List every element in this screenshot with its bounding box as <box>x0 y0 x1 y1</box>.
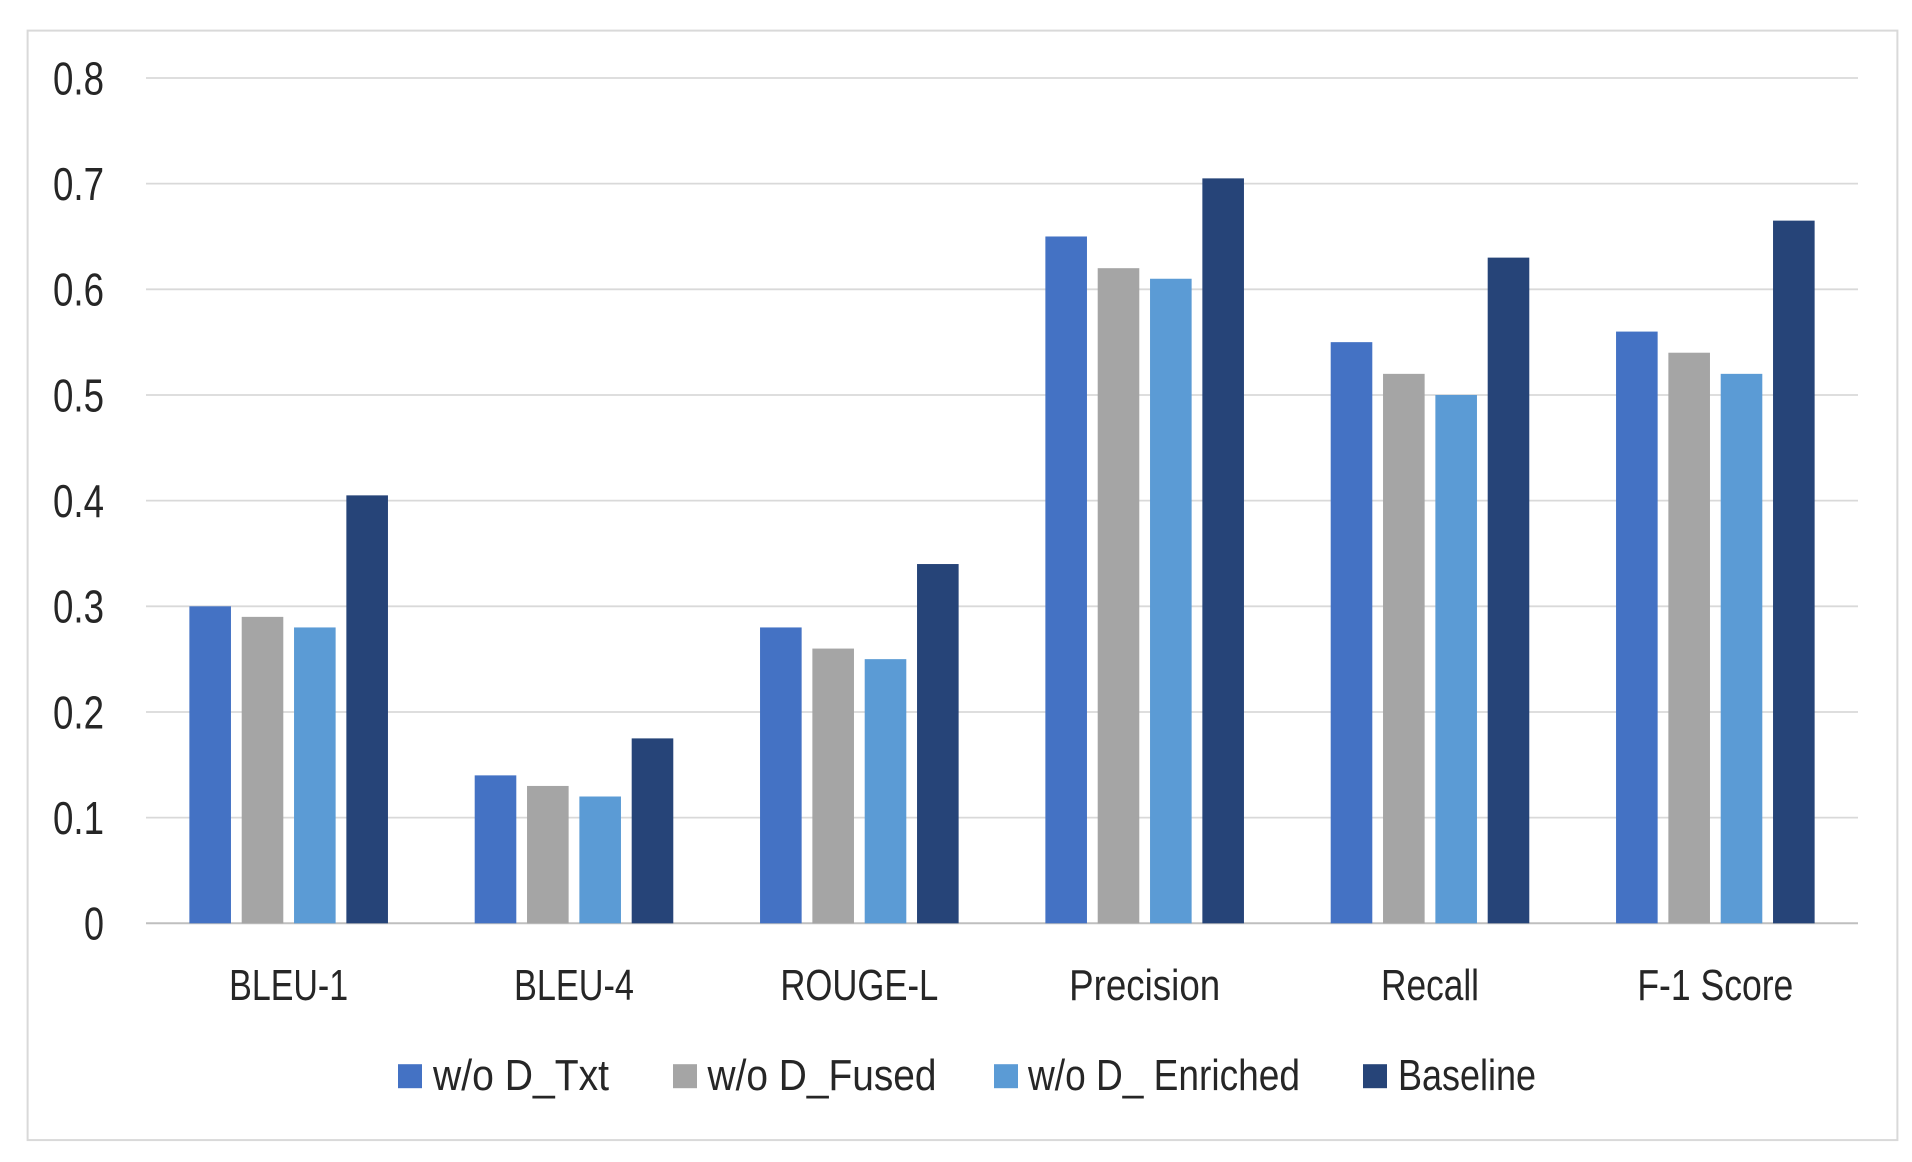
svg-text:0.7: 0.7 <box>53 158 104 210</box>
svg-text:Recall: Recall <box>1381 961 1479 1010</box>
svg-text:0.2: 0.2 <box>53 686 104 738</box>
svg-text:0.1: 0.1 <box>53 792 104 844</box>
svg-text:0.8: 0.8 <box>53 52 104 104</box>
svg-text:ROUGE-L: ROUGE-L <box>780 961 938 1010</box>
svg-text:F-1 Score: F-1 Score <box>1637 961 1793 1010</box>
svg-text:BLEU-4: BLEU-4 <box>514 961 634 1010</box>
svg-text:0.3: 0.3 <box>53 581 104 633</box>
svg-text:BLEU-1: BLEU-1 <box>229 961 348 1010</box>
svg-text:0.4: 0.4 <box>53 475 104 527</box>
svg-text:Precision: Precision <box>1069 961 1220 1010</box>
svg-text:Baseline: Baseline <box>1398 1051 1536 1100</box>
svg-text:w/o D_Txt: w/o D_Txt <box>432 1051 609 1100</box>
svg-text:0: 0 <box>84 898 104 950</box>
svg-text:0.5: 0.5 <box>53 369 104 421</box>
svg-text:w/o D_Fused: w/o D_Fused <box>707 1051 937 1100</box>
svg-text:0.6: 0.6 <box>53 264 104 316</box>
svg-text:w/o D_ Enriched: w/o D_ Enriched <box>1027 1051 1300 1100</box>
